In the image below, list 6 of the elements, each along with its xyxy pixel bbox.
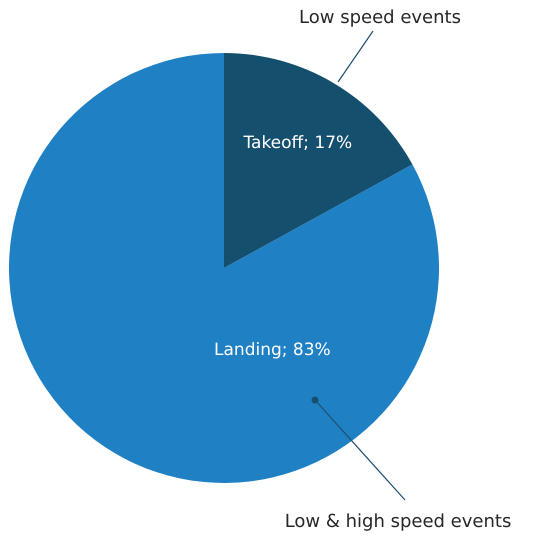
pie-slice	[224, 53, 412, 268]
pie-slice	[9, 53, 439, 483]
text: Low speed events	[299, 7, 461, 28]
slice-label: Takeoff; 17%	[242, 133, 352, 154]
slice-label: Landing; 83%	[214, 340, 331, 360]
text: Low & high speed events	[284, 511, 512, 532]
